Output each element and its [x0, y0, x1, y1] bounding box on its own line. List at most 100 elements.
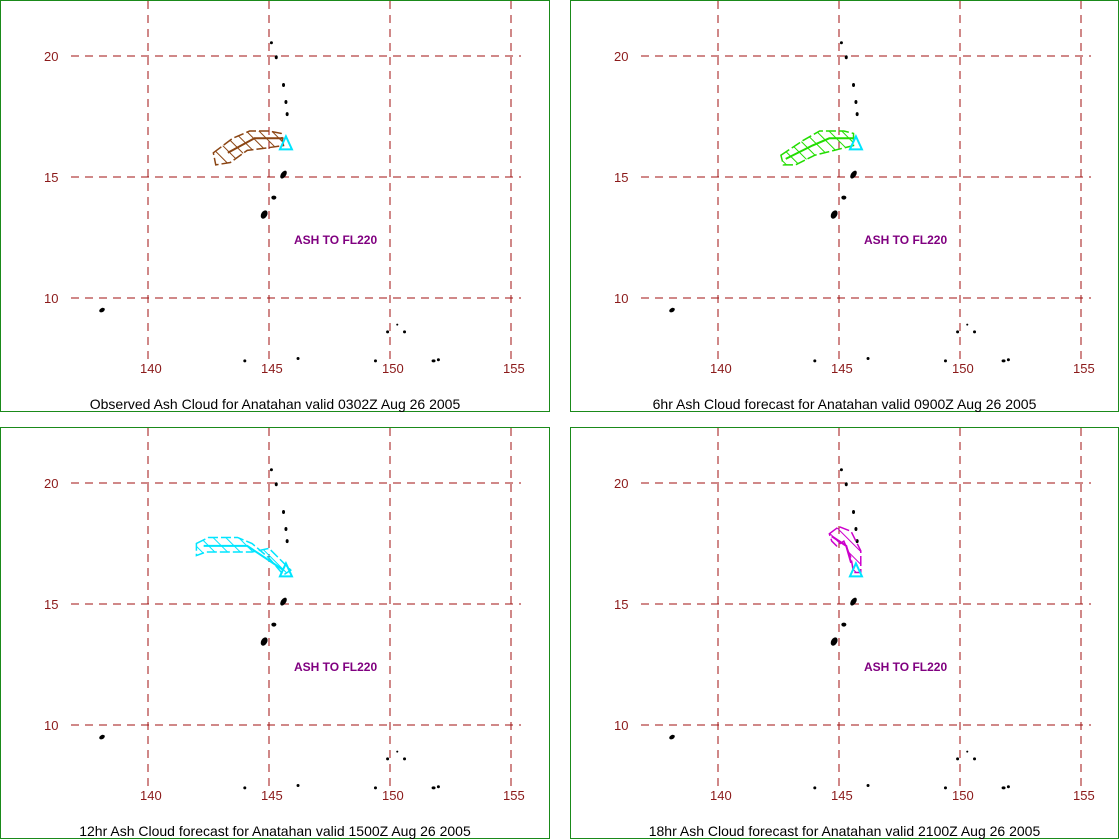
island-mark [866, 784, 870, 787]
island-mark [274, 482, 278, 487]
island-mark [296, 357, 300, 360]
ash-cloud-axis [203, 544, 285, 571]
lon-tick-label: 150 [952, 361, 974, 376]
island-mark [943, 786, 947, 790]
island-mark [271, 195, 277, 200]
lat-tick-label: 15 [44, 597, 58, 612]
island-mark [269, 41, 273, 45]
ash-level-annotation: ASH TO FL220 [864, 660, 947, 674]
island-mark [260, 210, 268, 219]
lon-tick-label: 155 [503, 361, 525, 376]
island-mark [373, 359, 377, 363]
island-mark [844, 55, 848, 60]
lon-tick-label: 155 [1073, 788, 1095, 803]
island-mark [436, 358, 440, 362]
island-mark [830, 210, 838, 219]
map-panel-observed: 20 15 10 140 145 150 155 ASH TO FL220 Observed … [0, 0, 550, 412]
island-mark [830, 637, 838, 646]
volcano-icon [848, 133, 864, 151]
island-mark [854, 99, 858, 104]
ash-cloud-axis [785, 137, 854, 160]
volcano-icon [278, 133, 294, 151]
island-mark [1001, 359, 1006, 363]
island-mark [99, 307, 105, 313]
ash-cloud-axis [831, 535, 853, 564]
map-canvas: 20 15 10 140 145 150 155 ASH TO FL220 [614, 428, 1095, 803]
panel-caption: Observed Ash Cloud for Anatahan valid 03… [89, 396, 461, 412]
island-mark [844, 482, 848, 487]
island-mark [852, 83, 856, 88]
island-mark [669, 307, 675, 313]
island-mark [966, 750, 969, 753]
island-mark [966, 323, 969, 326]
island-mark [271, 622, 277, 627]
island-mark [669, 734, 675, 740]
ash-level-annotation: ASH TO FL220 [294, 233, 377, 247]
island-mark [373, 786, 377, 790]
panel-caption: 6hr Ash Cloud forecast for Anatahan vali… [652, 396, 1037, 412]
island-mark [956, 330, 960, 334]
island-mark [1006, 785, 1010, 789]
map-panel-12hr: 20 15 10 140 145 150 155 ASH TO FL220 12hr Ash … [0, 427, 550, 839]
island-mark [850, 597, 857, 606]
ash-cloud-area [828, 525, 862, 574]
island-mark [973, 330, 977, 334]
island-mark [396, 750, 399, 753]
lat-tick-label: 20 [614, 49, 628, 64]
map-panel-18hr: 20 15 10 140 145 150 155 ASH TO FL220 18hr Ash … [570, 427, 1119, 839]
island-mark [436, 785, 440, 789]
island-mark [296, 784, 300, 787]
island-mark [1001, 786, 1006, 790]
island-mark [285, 112, 289, 117]
island-mark [99, 734, 105, 740]
volcano-icon [848, 560, 864, 578]
island-mark [852, 510, 856, 515]
island-mark [280, 597, 287, 606]
lat-tick-label: 15 [614, 170, 628, 185]
island-mark [269, 468, 273, 472]
island-mark [386, 330, 390, 334]
island-mark [850, 170, 857, 179]
map-canvas: 20 15 10 140 145 150 155 ASH TO FL220 [44, 428, 525, 803]
island-mark [841, 195, 847, 200]
island-mark [855, 112, 859, 117]
lon-tick-label: 140 [710, 361, 732, 376]
lat-tick-label: 20 [44, 476, 58, 491]
lon-tick-label: 150 [382, 788, 404, 803]
ash-cloud-axis [227, 137, 284, 154]
ash-cloud-area [212, 130, 285, 166]
lon-tick-label: 140 [140, 788, 162, 803]
island-mark [1006, 358, 1010, 362]
lon-tick-label: 140 [710, 788, 732, 803]
lat-tick-label: 10 [44, 718, 58, 733]
ash-level-annotation: ASH TO FL220 [864, 233, 947, 247]
island-mark [386, 757, 390, 761]
lat-tick-label: 10 [44, 291, 58, 306]
island-mark [274, 55, 278, 60]
map-canvas: 20 15 10 140 145 150 155 ASH TO FL220 [44, 1, 525, 376]
island-mark [284, 526, 288, 531]
lon-tick-label: 145 [261, 361, 283, 376]
island-mark [839, 468, 843, 472]
lat-tick-label: 20 [614, 476, 628, 491]
panel-caption: 12hr Ash Cloud forecast for Anatahan val… [79, 823, 471, 839]
island-mark [243, 786, 247, 790]
lat-tick-label: 10 [614, 291, 628, 306]
island-mark [403, 757, 407, 761]
lon-tick-label: 150 [952, 788, 974, 803]
island-mark [839, 41, 843, 45]
lat-tick-label: 15 [44, 170, 58, 185]
island-mark [813, 359, 817, 363]
island-mark [813, 786, 817, 790]
island-mark [396, 323, 399, 326]
lon-tick-label: 140 [140, 361, 162, 376]
lon-tick-label: 145 [831, 361, 853, 376]
lon-tick-label: 145 [261, 788, 283, 803]
island-mark [431, 359, 436, 363]
ash-cloud-area [195, 536, 292, 576]
island-mark [280, 170, 287, 179]
lon-tick-label: 145 [831, 788, 853, 803]
island-mark [260, 637, 268, 646]
lon-tick-label: 150 [382, 361, 404, 376]
island-mark [403, 330, 407, 334]
